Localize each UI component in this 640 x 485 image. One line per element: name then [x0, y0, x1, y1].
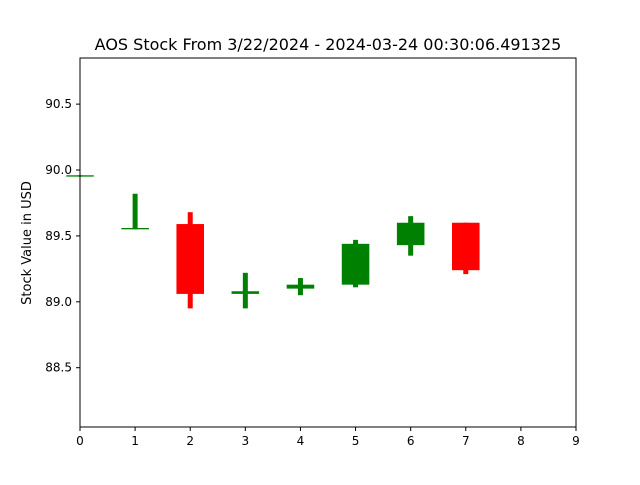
candles: [66, 175, 480, 309]
candle-wick: [132, 193, 138, 230]
x-tick-label: 0: [76, 434, 84, 448]
x-tick-label: 1: [131, 434, 139, 448]
x-tick-label: 4: [297, 434, 305, 448]
x-tick-label: 5: [352, 434, 360, 448]
axis-ticks: 0 1 2 3 4 5 6 7 8 9 88.5 89.0 89.5 90.0 90.5: [45, 97, 580, 448]
candle-body: [341, 243, 370, 285]
candle-body: [286, 284, 315, 289]
x-tick-label: 7: [462, 434, 470, 448]
y-tick-label: 89.0: [45, 295, 72, 309]
y-tick-label: 90.0: [45, 163, 72, 177]
x-tick-label: 3: [242, 434, 250, 448]
candle: [231, 272, 260, 309]
y-axis-label: Stock Value in USD: [20, 181, 35, 305]
candle: [121, 193, 149, 230]
y-tick-label: 90.5: [45, 97, 72, 111]
candle-body: [452, 222, 480, 271]
candle-body: [121, 228, 149, 230]
candle: [341, 239, 370, 288]
x-tick-label: 2: [186, 434, 194, 448]
chart-title: AOS Stock From 3/22/2024 - 2024-03-24 00…: [95, 35, 562, 54]
candle-body: [396, 222, 425, 246]
candle-body: [176, 224, 204, 294]
candle-wick: [242, 272, 248, 309]
y-tick-label: 89.5: [45, 229, 72, 243]
candle: [396, 216, 425, 256]
candle: [176, 212, 204, 309]
x-tick-label: 8: [517, 434, 525, 448]
plot-frame: [79, 57, 577, 428]
y-tick-label: 88.5: [45, 361, 72, 375]
candle-body: [231, 291, 260, 294]
candle: [452, 222, 480, 275]
x-tick-label: 9: [572, 434, 580, 448]
x-tick-label: 6: [407, 434, 415, 448]
candle: [286, 278, 315, 296]
